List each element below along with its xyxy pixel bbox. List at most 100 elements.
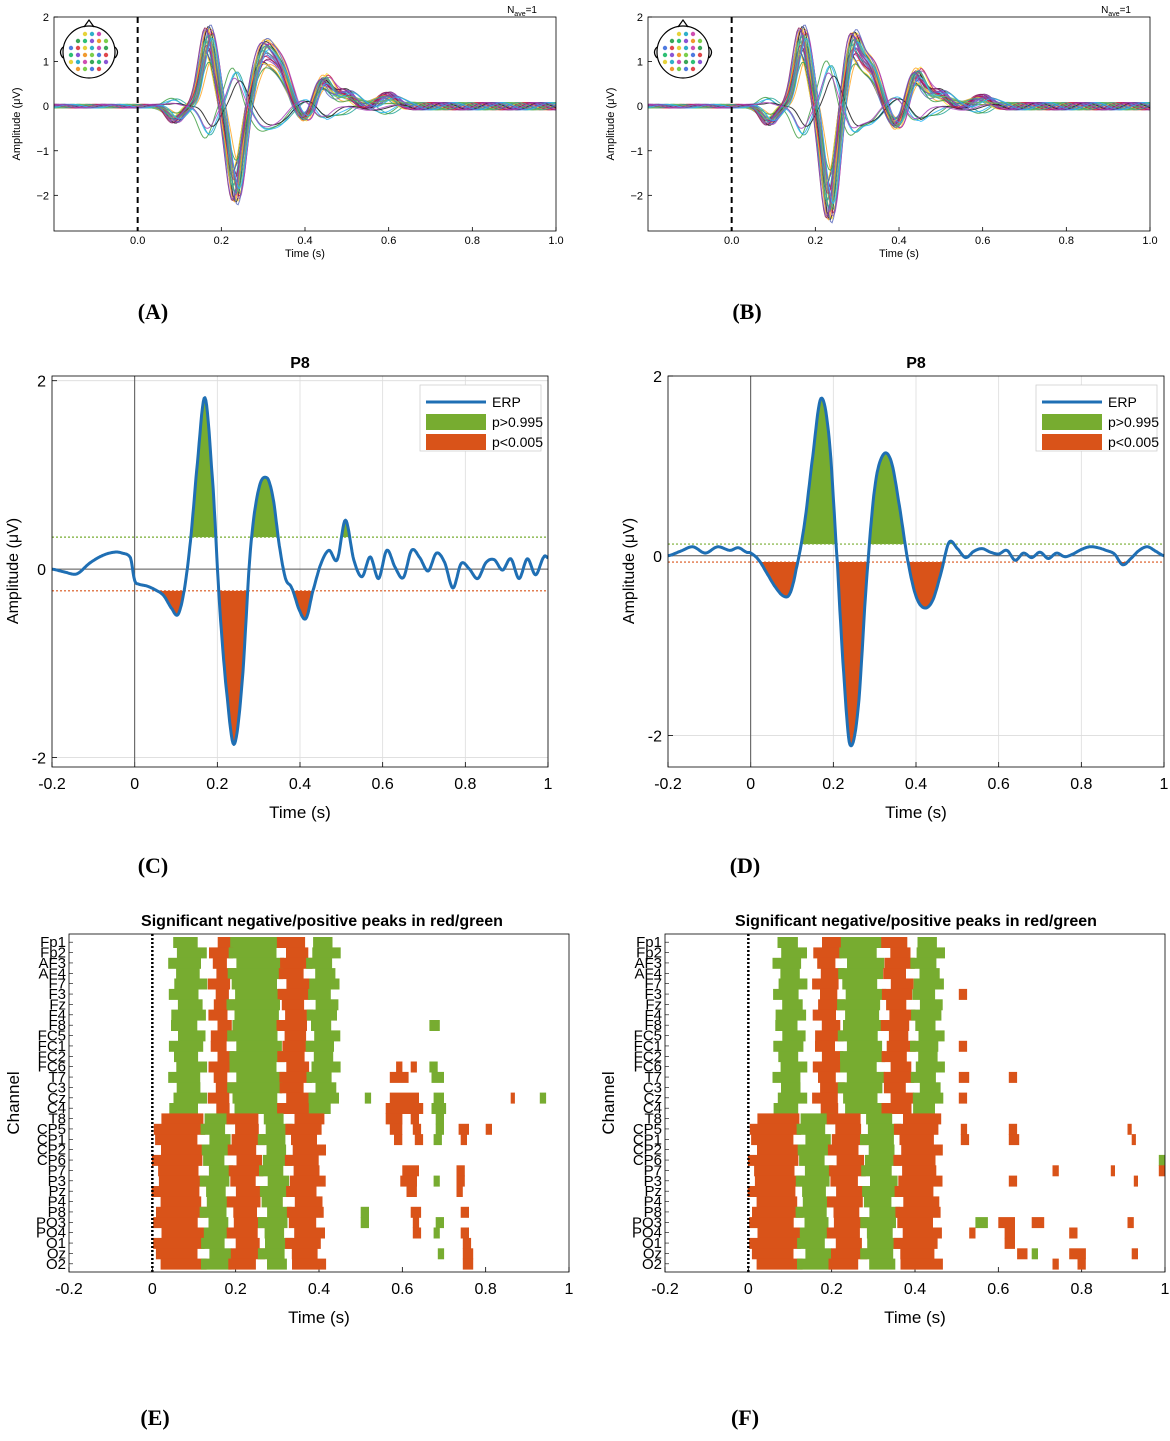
x-tick-label: 0.8 [1071,1281,1093,1298]
sensor-dot [683,45,689,51]
significance-band [773,1040,804,1052]
significance-band [818,1071,836,1083]
panel-f-significance-raster: Fp1Fp2AF3AF4F7F3FzF4F8FC5FC1FC2FC6T7C3Cz… [599,913,1170,1430]
channel-trace [648,36,1151,208]
significance-band [276,937,306,948]
panel-label: (D) [730,853,761,878]
sensor-dot [89,59,95,65]
significance-band [153,1237,205,1249]
channel-label: AF3 [634,955,662,972]
significance-band [898,1175,943,1187]
sensor-dot [96,45,102,51]
sensor-dot [75,45,81,51]
sensor-dot [669,45,675,51]
sensor-dot [82,31,88,37]
significance-mark [456,1186,463,1197]
channel-label: F3 [644,986,662,1003]
significance-band [881,1051,907,1063]
sensor-layout-head-icon [59,18,119,79]
significance-band [918,1030,945,1042]
significance-mark [1031,1217,1045,1229]
significance-band [815,1040,835,1052]
chart-title: Significant negative/positive peaks in r… [141,913,503,930]
significance-band [258,1217,288,1229]
sensor-dot [690,31,696,37]
significance-band [903,1113,942,1125]
x-axis-label: Time (s) [269,803,331,822]
significance-band [161,1144,206,1156]
significance-band [881,988,913,1000]
significance-band [286,947,309,959]
significance-band [866,1113,893,1125]
channel-label: FC1 [634,1038,662,1055]
sensor-dot [690,45,696,51]
y-tick-label: −2 [630,190,643,202]
significance-band [781,1082,801,1094]
significance-band [883,1071,915,1083]
sensor-dot [68,45,74,51]
significance-mark [435,1113,444,1125]
sensor-dot [683,31,689,37]
significance-band [889,1009,916,1021]
x-axis-label: Time (s) [285,248,325,260]
channel-label: C3 [643,1079,662,1096]
significance-band [155,1134,198,1146]
significance-band [840,1051,886,1063]
significance-band [278,968,304,980]
significance-mark [958,1040,968,1052]
channel-label: P8 [644,1204,662,1221]
significance-band [815,1030,844,1042]
significance-band [158,1175,208,1187]
x-tick-label: 0 [744,1281,753,1298]
significance-band [870,1175,898,1187]
sensor-dot [82,66,88,72]
channel-label: C4 [47,1100,66,1117]
channel-label: O1 [642,1235,662,1252]
significance-band [215,1082,237,1094]
significance-band [236,1071,285,1083]
sensor-dot [690,59,696,65]
channel-label: F7 [48,976,66,993]
panel-d-erp-plot: -0.2 0 0.2 0.4 0.6 0.8 1 2 0 -2 P8 Amplitude (μV)… [621,355,1169,878]
y-tick-label: -2 [648,729,662,746]
significance-band [306,1009,337,1021]
significance-band [775,1020,798,1031]
channel-label: PO4 [36,1225,66,1242]
significance-band [842,978,878,990]
significance-band [917,937,937,948]
channel-label: F8 [644,1017,662,1034]
channel-label: FC6 [634,1059,662,1076]
significance-mark [1110,1165,1115,1177]
significance-band [827,1144,859,1156]
legend-erp-label: ERP [1108,394,1137,410]
x-tick-label: 0.6 [391,1281,413,1298]
significance-mark [385,1113,403,1125]
significance-band [912,988,936,1000]
significance-band [919,999,943,1011]
significance-band [233,1217,266,1229]
significance-band [235,1237,260,1249]
significance-mark [456,1165,465,1177]
channel-label: F3 [48,986,66,1003]
channel-label: CP6 [37,1152,66,1169]
significance-mark [402,1165,419,1177]
significance-band [756,1258,803,1270]
significance-mark [364,1092,372,1104]
significance-mark [437,1248,445,1260]
channel-label: AF4 [38,965,66,982]
sensor-dot [96,66,102,72]
significance-band [751,1248,794,1260]
significance-mark [360,1206,369,1218]
legend-negative-label: p<0.005 [492,434,543,450]
sensor-dot [697,45,703,51]
sensor-dot [89,45,95,51]
significance-band [160,1196,202,1208]
channel-label: F4 [48,1007,66,1024]
significance-mark [1004,1227,1015,1239]
significant-negative-region [760,562,797,597]
x-tick-label: 0 [746,776,755,793]
channel-label: AF4 [634,965,662,982]
significance-band [883,1082,906,1094]
sensor-dot [690,66,696,72]
panel-a-butterfly-plot: 0.0 0.2 0.4 0.6 0.8 1.0 2 1 0 −1 −2 Nave=1 Amplitu… [11,5,564,324]
